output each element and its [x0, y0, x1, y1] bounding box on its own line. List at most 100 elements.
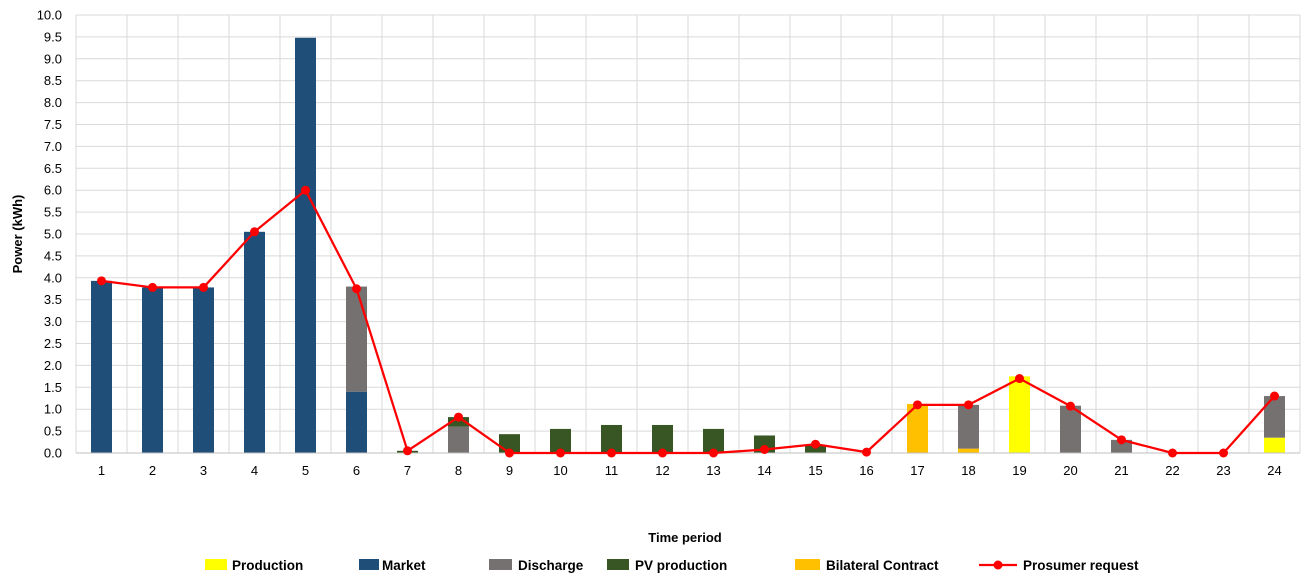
- x-tick-label: 14: [757, 463, 771, 478]
- y-tick-label: 3.0: [44, 314, 62, 329]
- x-tick-label: 3: [200, 463, 207, 478]
- prosumer-request-point-1: [97, 276, 106, 286]
- x-tick-label: 7: [404, 463, 411, 478]
- x-axis-title: Time period: [648, 530, 722, 545]
- y-tick-label: 6.0: [44, 183, 62, 198]
- legend-swatch-bilateral-contract: [795, 559, 820, 570]
- x-tick-label: 18: [961, 463, 975, 478]
- y-tick-label: 3.5: [44, 292, 62, 307]
- bar-market-2: [142, 287, 163, 453]
- x-tick-label: 23: [1216, 463, 1230, 478]
- prosumer-request-point-13: [709, 448, 718, 458]
- bar-pv-production-11: [601, 424, 622, 453]
- y-tick-label: 8.0: [44, 95, 62, 110]
- prosumer-request-point-23: [1219, 448, 1228, 458]
- y-tick-label: 7.5: [44, 117, 62, 132]
- prosumer-request-point-20: [1066, 401, 1075, 411]
- legend-swatch-pv-production: [607, 559, 629, 570]
- y-tick-label: 1.5: [44, 380, 62, 395]
- bar-bilateral-contract-18: [958, 448, 979, 453]
- legend-marker-prosumer-request: [993, 560, 1003, 570]
- x-tick-label: 20: [1063, 463, 1077, 478]
- legend-swatch-market: [359, 559, 379, 570]
- x-tick-label: 19: [1012, 463, 1026, 478]
- legend: Production Market Discharge PV production Bi…: [205, 558, 1139, 573]
- x-tick-label: 5: [302, 463, 309, 478]
- prosumer-request-line: [97, 185, 1279, 458]
- prosumer-request-point-8: [454, 412, 463, 422]
- prosumer-request-point-19: [1015, 374, 1024, 384]
- prosumer-request-polyline: [101, 189, 1276, 455]
- x-tick-label: 4: [251, 463, 258, 478]
- bar-market-3: [193, 287, 214, 453]
- prosumer-request-point-3: [199, 282, 208, 292]
- y-tick-label: 6.5: [44, 161, 62, 176]
- bar-market-1: [91, 280, 112, 453]
- prosumer-request-point-15: [811, 439, 820, 449]
- y-tick-label: 0.0: [44, 446, 62, 461]
- bar-discharge-20: [1060, 405, 1081, 453]
- x-tick-label: 11: [605, 463, 619, 478]
- prosumer-request-point-4: [250, 227, 259, 237]
- y-tick-label: 2.0: [44, 358, 62, 373]
- bar-discharge-24: [1264, 396, 1285, 438]
- bar-pv-production-8: [448, 417, 469, 427]
- bar-pv-production-15: [805, 445, 826, 453]
- x-tick-label: 21: [1114, 463, 1128, 478]
- y-tick-label: 8.5: [44, 73, 62, 88]
- x-tick-label: 13: [706, 463, 720, 478]
- y-tick-label: 7.0: [44, 139, 62, 154]
- bar-market-6: [346, 391, 367, 453]
- prosumer-request-point-14: [760, 444, 769, 454]
- x-tick-label: 2: [149, 463, 156, 478]
- y-tick-label: 4.0: [44, 270, 62, 285]
- x-tick-label: 8: [455, 463, 462, 478]
- x-tick-label: 6: [353, 463, 360, 478]
- y-axis-title: Power (kWh): [10, 195, 25, 274]
- y-tick-label: 0.5: [44, 424, 62, 439]
- x-tick-label: 16: [859, 463, 873, 478]
- legend-label-prosumer-request: Prosumer request: [1023, 558, 1139, 573]
- x-tick-label: 22: [1165, 463, 1179, 478]
- legend-label-discharge: Discharge: [518, 558, 584, 573]
- prosumer-request-point-17: [913, 400, 922, 410]
- x-tick-label: 24: [1267, 463, 1281, 478]
- prosumer-request-point-2: [148, 282, 157, 292]
- bar-market-4: [244, 231, 265, 453]
- y-tick-label: 5.5: [44, 205, 62, 220]
- bar-discharge-8: [448, 426, 469, 453]
- y-tick-label: 9.5: [44, 29, 62, 44]
- bar-pv-production-12: [652, 424, 673, 453]
- bar-discharge-6: [346, 286, 367, 392]
- prosumer-request-point-7: [403, 446, 412, 456]
- x-tick-label: 9: [506, 463, 513, 478]
- x-tick-label: 17: [910, 463, 924, 478]
- prosumer-request-point-11: [607, 448, 616, 458]
- prosumer-request-point-9: [505, 448, 514, 458]
- y-tick-label: 5.0: [44, 227, 62, 242]
- y-tick-label: 1.0: [44, 402, 62, 417]
- prosumer-request-point-6: [352, 284, 361, 294]
- bar-pv-production-13: [703, 428, 724, 453]
- legend-label-pv-production: PV production: [635, 558, 727, 573]
- y-tick-label: 10.0: [37, 8, 62, 23]
- gridlines: [75, 14, 1301, 453]
- legend-label-production: Production: [232, 558, 303, 573]
- legend-label-bilateral-contract: Bilateral Contract: [826, 558, 939, 573]
- legend-label-market: Market: [382, 558, 426, 573]
- x-tick-label: 10: [553, 463, 567, 478]
- y-tick-label: 9.0: [44, 51, 62, 66]
- bar-pv-production-10: [550, 428, 571, 453]
- bar-discharge-21: [1111, 439, 1132, 453]
- bar-production-19: [1009, 376, 1030, 453]
- bar-discharge-18: [958, 404, 979, 449]
- prosumer-request-point-5: [301, 185, 310, 195]
- prosumer-request-point-12: [658, 448, 667, 458]
- prosumer-request-point-22: [1168, 448, 1177, 458]
- bar-bilateral-contract-17: [907, 403, 928, 453]
- prosumer-request-point-21: [1117, 435, 1126, 445]
- prosumer-request-point-10: [556, 448, 565, 458]
- prosumer-request-point-24: [1270, 391, 1279, 401]
